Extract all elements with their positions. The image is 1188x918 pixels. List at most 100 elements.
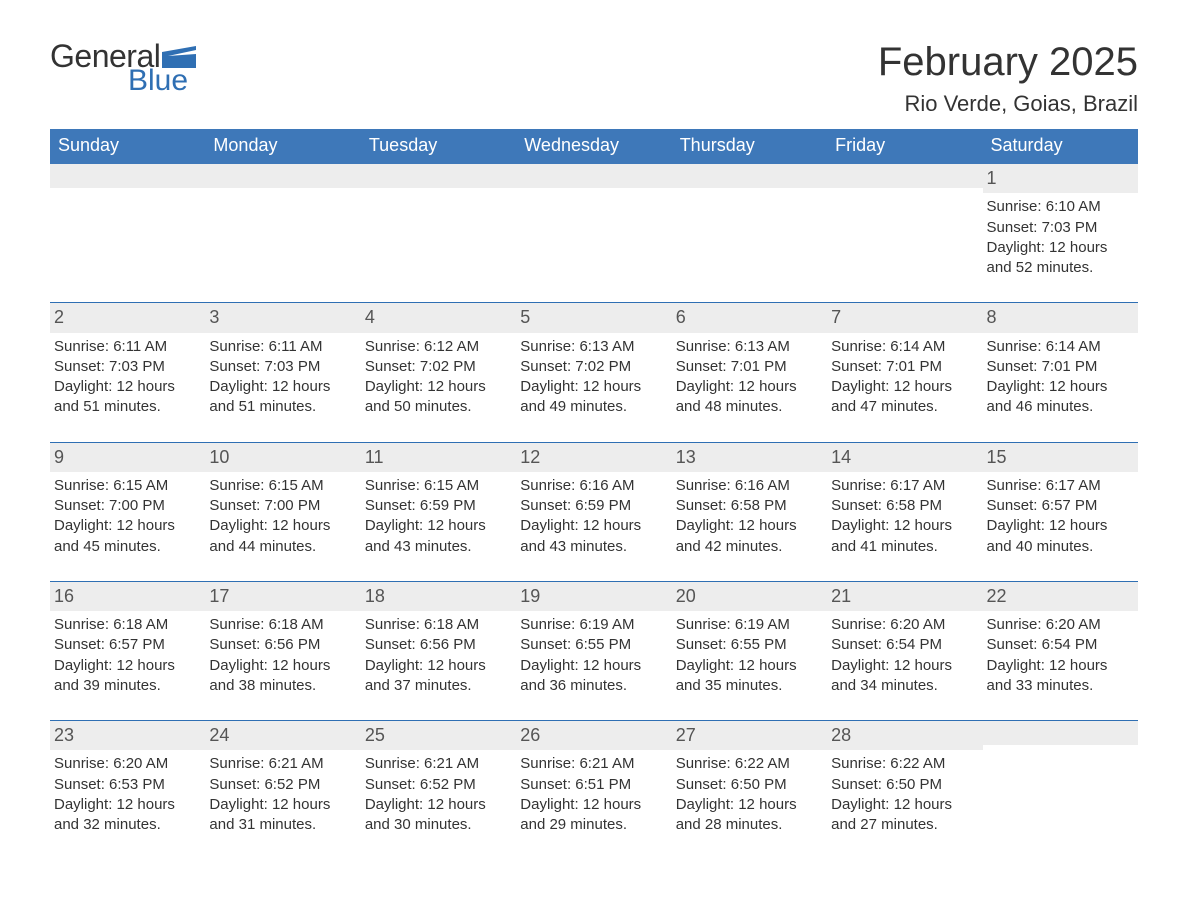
sunrise-line: Sunrise: 6:20 AM <box>54 754 197 774</box>
day-cell-2: 2Sunrise: 6:11 AMSunset: 7:03 PMDaylight… <box>50 303 205 442</box>
day-number: 16 <box>50 582 205 611</box>
day-number-empty <box>361 164 516 188</box>
daylight-line: Daylight: 12 hours and 46 minutes. <box>987 377 1130 418</box>
day-number: 14 <box>827 443 982 472</box>
day-info: Sunrise: 6:13 AMSunset: 7:02 PMDaylight:… <box>520 337 663 418</box>
sunset-line: Sunset: 6:57 PM <box>987 496 1130 516</box>
sunset-line: Sunset: 6:55 PM <box>676 635 819 655</box>
daylight-line: Daylight: 12 hours and 31 minutes. <box>209 795 352 836</box>
sunset-line: Sunset: 7:03 PM <box>987 218 1130 238</box>
sunrise-line: Sunrise: 6:10 AM <box>987 197 1130 217</box>
daylight-line: Daylight: 12 hours and 29 minutes. <box>520 795 663 836</box>
day-number-empty <box>983 721 1138 745</box>
day-info: Sunrise: 6:12 AMSunset: 7:02 PMDaylight:… <box>365 337 508 418</box>
sunset-line: Sunset: 6:58 PM <box>831 496 974 516</box>
sunrise-line: Sunrise: 6:21 AM <box>209 754 352 774</box>
weekday-tuesday: Tuesday <box>361 129 516 164</box>
day-number: 4 <box>361 303 516 332</box>
day-number: 28 <box>827 721 982 750</box>
day-cell-13: 13Sunrise: 6:16 AMSunset: 6:58 PMDayligh… <box>672 442 827 581</box>
day-info: Sunrise: 6:21 AMSunset: 6:52 PMDaylight:… <box>365 754 508 835</box>
day-info: Sunrise: 6:19 AMSunset: 6:55 PMDaylight:… <box>520 615 663 696</box>
day-info: Sunrise: 6:20 AMSunset: 6:53 PMDaylight:… <box>54 754 197 835</box>
sunrise-line: Sunrise: 6:15 AM <box>54 476 197 496</box>
day-cell-17: 17Sunrise: 6:18 AMSunset: 6:56 PMDayligh… <box>205 581 360 720</box>
day-info: Sunrise: 6:18 AMSunset: 6:56 PMDaylight:… <box>365 615 508 696</box>
day-info: Sunrise: 6:21 AMSunset: 6:51 PMDaylight:… <box>520 754 663 835</box>
sunrise-line: Sunrise: 6:18 AM <box>54 615 197 635</box>
sunrise-line: Sunrise: 6:20 AM <box>831 615 974 635</box>
day-number: 6 <box>672 303 827 332</box>
day-info: Sunrise: 6:15 AMSunset: 7:00 PMDaylight:… <box>209 476 352 557</box>
sunset-line: Sunset: 7:00 PM <box>209 496 352 516</box>
day-number: 17 <box>205 582 360 611</box>
day-number: 24 <box>205 721 360 750</box>
day-number: 3 <box>205 303 360 332</box>
weekday-monday: Monday <box>205 129 360 164</box>
sunrise-line: Sunrise: 6:11 AM <box>209 337 352 357</box>
day-cell-empty <box>827 164 982 303</box>
month-title: February 2025 <box>878 40 1138 85</box>
daylight-line: Daylight: 12 hours and 36 minutes. <box>520 656 663 697</box>
day-number: 12 <box>516 443 671 472</box>
sunrise-line: Sunrise: 6:21 AM <box>520 754 663 774</box>
sunrise-line: Sunrise: 6:20 AM <box>987 615 1130 635</box>
sunrise-line: Sunrise: 6:13 AM <box>676 337 819 357</box>
day-cell-8: 8Sunrise: 6:14 AMSunset: 7:01 PMDaylight… <box>983 303 1138 442</box>
day-info: Sunrise: 6:13 AMSunset: 7:01 PMDaylight:… <box>676 337 819 418</box>
day-info: Sunrise: 6:17 AMSunset: 6:58 PMDaylight:… <box>831 476 974 557</box>
week-row: 23Sunrise: 6:20 AMSunset: 6:53 PMDayligh… <box>50 721 1138 860</box>
day-info: Sunrise: 6:22 AMSunset: 6:50 PMDaylight:… <box>676 754 819 835</box>
sunset-line: Sunset: 6:58 PM <box>676 496 819 516</box>
day-cell-15: 15Sunrise: 6:17 AMSunset: 6:57 PMDayligh… <box>983 442 1138 581</box>
day-cell-empty <box>361 164 516 303</box>
sunrise-line: Sunrise: 6:19 AM <box>520 615 663 635</box>
sunrise-line: Sunrise: 6:12 AM <box>365 337 508 357</box>
sunset-line: Sunset: 6:59 PM <box>365 496 508 516</box>
day-info: Sunrise: 6:16 AMSunset: 6:58 PMDaylight:… <box>676 476 819 557</box>
day-number-empty <box>827 164 982 188</box>
day-cell-3: 3Sunrise: 6:11 AMSunset: 7:03 PMDaylight… <box>205 303 360 442</box>
day-number: 9 <box>50 443 205 472</box>
day-info: Sunrise: 6:15 AMSunset: 6:59 PMDaylight:… <box>365 476 508 557</box>
day-cell-9: 9Sunrise: 6:15 AMSunset: 7:00 PMDaylight… <box>50 442 205 581</box>
calendar-body: 1Sunrise: 6:10 AMSunset: 7:03 PMDaylight… <box>50 164 1138 859</box>
day-number-empty <box>516 164 671 188</box>
day-number: 1 <box>983 164 1138 193</box>
day-cell-22: 22Sunrise: 6:20 AMSunset: 6:54 PMDayligh… <box>983 581 1138 720</box>
day-cell-1: 1 Sunrise: 6:10 AMSunset: 7:03 PMDaylight… <box>983 164 1138 303</box>
sunset-line: Sunset: 7:02 PM <box>520 357 663 377</box>
title-block: February 2025 Rio Verde, Goias, Brazil <box>878 40 1138 117</box>
sunrise-line: Sunrise: 6:18 AM <box>365 615 508 635</box>
sunset-line: Sunset: 6:56 PM <box>209 635 352 655</box>
sunrise-line: Sunrise: 6:16 AM <box>520 476 663 496</box>
weekday-header-row: SundayMondayTuesdayWednesdayThursdayFrid… <box>50 129 1138 164</box>
day-cell-20: 20Sunrise: 6:19 AMSunset: 6:55 PMDayligh… <box>672 581 827 720</box>
sunset-line: Sunset: 6:55 PM <box>520 635 663 655</box>
day-cell-11: 11Sunrise: 6:15 AMSunset: 6:59 PMDayligh… <box>361 442 516 581</box>
day-cell-21: 21Sunrise: 6:20 AMSunset: 6:54 PMDayligh… <box>827 581 982 720</box>
day-number: 26 <box>516 721 671 750</box>
daylight-line: Daylight: 12 hours and 44 minutes. <box>209 516 352 557</box>
day-info: Sunrise: 6:10 AMSunset: 7:03 PMDaylight:… <box>987 197 1130 278</box>
weekday-sunday: Sunday <box>50 129 205 164</box>
daylight-line: Daylight: 12 hours and 37 minutes. <box>365 656 508 697</box>
daylight-line: Daylight: 12 hours and 52 minutes. <box>987 238 1130 279</box>
sunrise-line: Sunrise: 6:17 AM <box>831 476 974 496</box>
logo-text-blue: Blue <box>128 66 196 96</box>
sunset-line: Sunset: 6:52 PM <box>209 775 352 795</box>
sunset-line: Sunset: 6:50 PM <box>676 775 819 795</box>
sunset-line: Sunset: 7:03 PM <box>209 357 352 377</box>
day-info: Sunrise: 6:18 AMSunset: 6:57 PMDaylight:… <box>54 615 197 696</box>
daylight-line: Daylight: 12 hours and 41 minutes. <box>831 516 974 557</box>
daylight-line: Daylight: 12 hours and 51 minutes. <box>54 377 197 418</box>
day-cell-24: 24 Sunrise: 6:21 AMSunset: 6:52 PMDayligh… <box>205 721 360 860</box>
day-cell-7: 7Sunrise: 6:14 AMSunset: 7:01 PMDaylight… <box>827 303 982 442</box>
sunset-line: Sunset: 6:56 PM <box>365 635 508 655</box>
weekday-friday: Friday <box>827 129 982 164</box>
sunrise-line: Sunrise: 6:13 AM <box>520 337 663 357</box>
day-info: Sunrise: 6:14 AMSunset: 7:01 PMDaylight:… <box>831 337 974 418</box>
sunset-line: Sunset: 7:01 PM <box>987 357 1130 377</box>
day-number: 22 <box>983 582 1138 611</box>
day-info: Sunrise: 6:20 AMSunset: 6:54 PMDaylight:… <box>831 615 974 696</box>
